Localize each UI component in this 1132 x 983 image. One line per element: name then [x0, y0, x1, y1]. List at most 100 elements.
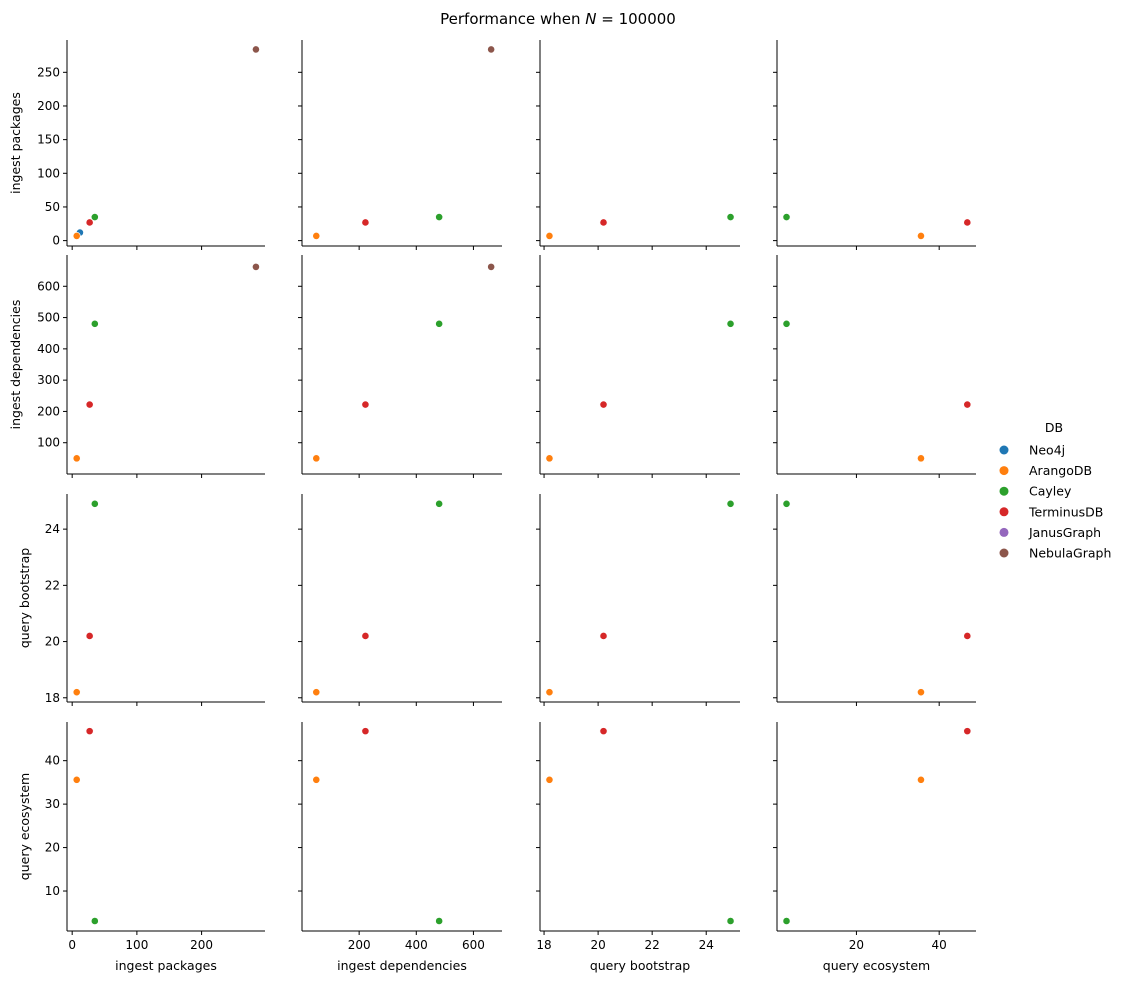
point-cayley [782, 213, 791, 221]
point-cayley [726, 499, 735, 508]
x-axis-label-ingest-dependencies: ingest dependencies [337, 958, 467, 973]
point-cayley [90, 213, 99, 221]
point-cayley [435, 213, 444, 221]
legend-label: TerminusDB [1028, 504, 1103, 519]
panel-grid: 0501001502002501002003004005006001820222… [8, 40, 976, 973]
point-nebulagraph [487, 262, 496, 271]
legend-entry-terminusdb: TerminusDB [999, 504, 1103, 519]
legend-label: Cayley [1029, 484, 1072, 499]
x-tick-label: 400 [405, 938, 428, 952]
x-tick-label: 0 [68, 938, 76, 952]
y-tick-label: 600 [37, 279, 60, 293]
point-arangodb [917, 688, 925, 697]
x-tick-label: 22 [645, 938, 660, 952]
panel-query-ecosystem-vs-ingest-dependencies: 200 400 600 [298, 722, 502, 952]
point-cayley [782, 319, 791, 328]
point-terminusdb [599, 400, 608, 409]
point-arangodb [545, 688, 554, 697]
legend-entry-janusgraph: JanusGraph [999, 525, 1101, 540]
point-arangodb [312, 454, 321, 463]
panel-ingest-packages-vs-query-ecosystem [773, 40, 976, 250]
panel-query-ecosystem-vs-query-bootstrap: 18 20 22 24 [536, 722, 740, 952]
legend-entry-nebulagraph: NebulaGraph [999, 546, 1111, 561]
y-tick-label: 50 [45, 200, 60, 214]
panel-ingest-packages-vs-query-bootstrap [536, 40, 740, 250]
point-arangodb [72, 688, 81, 697]
x-tick-label: 18 [536, 938, 551, 952]
x-axis-label-query-bootstrap: query bootstrap [590, 958, 690, 973]
y-tick-label: 24 [45, 522, 60, 536]
point-arangodb [72, 232, 81, 240]
y-tick-label: 20 [45, 841, 60, 855]
x-tick-label: 600 [462, 938, 485, 952]
panel-query-bootstrap-vs-query-ecosystem [773, 494, 976, 706]
legend-label: JanusGraph [1028, 525, 1101, 540]
point-nebulagraph [252, 262, 260, 271]
legend-label: ArangoDB [1029, 463, 1092, 478]
point-terminusdb [85, 632, 94, 640]
point-arangodb [72, 775, 81, 784]
point-terminusdb [361, 218, 370, 227]
legend-entry-cayley: Cayley [999, 484, 1072, 499]
panel-query-ecosystem-vs-ingest-packages: 10 20 30 40 0 100 200 [45, 722, 265, 952]
point-arangodb [312, 688, 321, 697]
panel-ingest-dependencies-vs-query-bootstrap [536, 255, 740, 478]
point-arangodb [545, 454, 554, 463]
point-cayley [726, 213, 735, 221]
legend-marker [999, 507, 1009, 517]
y-axis-label-ingest-packages: ingest packages [8, 92, 23, 194]
point-terminusdb [963, 400, 972, 409]
panel-ingest-dependencies-vs-ingest-packages: 100 200 300 400 500 600 [37, 255, 265, 478]
y-tick-label: 10 [45, 884, 60, 898]
title-suffix: = 100000 [596, 10, 675, 28]
legend-marker [999, 466, 1009, 476]
point-terminusdb [963, 218, 972, 227]
point-cayley [726, 319, 735, 328]
y-tick-label: 250 [37, 65, 60, 79]
point-cayley [90, 499, 99, 508]
legend-marker [999, 548, 1009, 558]
point-terminusdb [599, 218, 608, 227]
y-tick-label: 18 [45, 691, 60, 705]
x-tick-label: 20 [590, 938, 605, 952]
point-terminusdb [85, 727, 94, 736]
x-tick-label: 100 [125, 938, 148, 952]
y-tick-label: 100 [37, 166, 60, 180]
y-tick-label: 200 [37, 99, 60, 113]
point-cayley [782, 499, 791, 508]
chart-title: Performance when N = 100000 [440, 10, 676, 28]
point-arangodb [72, 454, 81, 463]
point-terminusdb [361, 727, 370, 736]
x-tick-label: 200 [190, 938, 213, 952]
legend-entry-neo4j: Neo4j [999, 443, 1065, 458]
legend-entry-arangodb: ArangoDB [999, 463, 1092, 478]
panel-ingest-packages-vs-ingest-dependencies [298, 40, 502, 250]
point-arangodb [545, 775, 554, 784]
point-nebulagraph [487, 45, 496, 54]
panel-ingest-dependencies-vs-query-ecosystem [773, 255, 976, 478]
y-tick-label: 100 [37, 436, 60, 450]
panel-query-bootstrap-vs-ingest-packages: 18 20 22 24 [45, 494, 265, 706]
point-nebulagraph [252, 45, 260, 54]
point-arangodb [917, 775, 925, 784]
point-terminusdb [361, 632, 370, 640]
title-variable: N [585, 10, 596, 28]
point-cayley [90, 917, 99, 925]
y-tick-label: 300 [37, 373, 60, 387]
point-cayley [726, 917, 735, 925]
panel-query-bootstrap-vs-query-bootstrap [536, 494, 740, 706]
x-tick-label: 40 [932, 938, 947, 952]
point-cayley [435, 319, 444, 328]
point-arangodb [917, 454, 925, 463]
point-arangodb [917, 232, 925, 240]
y-tick-label: 400 [37, 342, 60, 356]
legend-title: DB [1045, 420, 1063, 435]
y-tick-label: 20 [45, 635, 60, 649]
point-terminusdb [361, 400, 370, 409]
y-axis-label-ingest-dependencies: ingest dependencies [8, 300, 23, 430]
point-cayley [782, 917, 791, 925]
y-axis-label-query-ecosystem: query ecosystem [17, 773, 32, 880]
panel-query-ecosystem-vs-query-ecosystem: 20 40 [773, 722, 976, 952]
y-tick-label: 150 [37, 133, 60, 147]
